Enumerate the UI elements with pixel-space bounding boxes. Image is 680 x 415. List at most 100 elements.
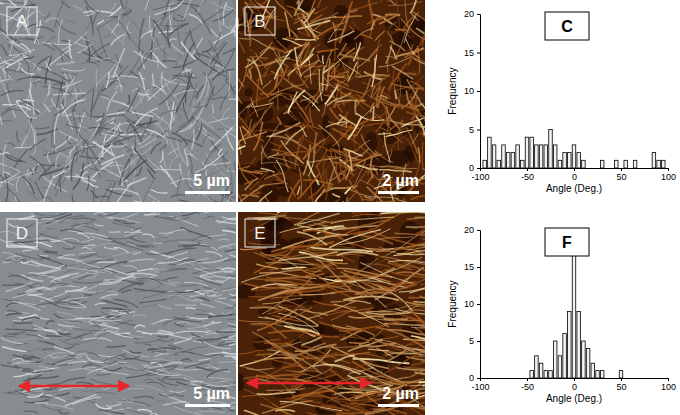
texture-stroke <box>229 126 236 131</box>
texture-stroke <box>133 396 154 398</box>
texture-stroke <box>43 252 64 256</box>
texture-stroke <box>74 354 87 358</box>
texture-stroke <box>182 129 196 150</box>
texture-fiber <box>414 59 425 72</box>
texture-fiber <box>351 148 369 159</box>
texture-stroke <box>178 212 193 213</box>
texture-stroke <box>70 135 95 144</box>
texture-stroke <box>3 299 18 300</box>
texture-stroke <box>50 295 71 302</box>
texture-stroke <box>229 342 236 345</box>
scale-bar <box>378 191 419 194</box>
texture-stroke <box>148 371 180 376</box>
texture-stroke <box>139 72 144 90</box>
texture-stroke <box>54 171 66 178</box>
texture-fiber <box>294 16 307 23</box>
texture-stroke <box>167 252 188 259</box>
texture-stroke <box>222 49 235 72</box>
texture-stroke <box>134 201 155 202</box>
texture-stroke <box>78 351 89 352</box>
texture-stroke <box>35 27 54 32</box>
texture-stroke <box>16 0 35 1</box>
texture-stroke <box>101 311 122 316</box>
texture-stroke <box>229 26 236 37</box>
texture-stroke <box>127 31 147 54</box>
texture-stroke <box>29 163 40 176</box>
texture-stroke <box>103 33 111 37</box>
texture-stroke <box>168 25 170 48</box>
texture-stroke <box>5 103 25 110</box>
texture-stroke <box>204 330 212 332</box>
texture-stroke <box>99 260 116 262</box>
texture-stroke <box>54 314 81 323</box>
texture-fiber <box>370 21 374 30</box>
texture-stroke <box>1 337 23 343</box>
texture-stroke <box>221 328 232 331</box>
texture-stroke <box>207 52 219 64</box>
texture-fiber <box>407 128 417 153</box>
texture-fiber <box>315 132 317 153</box>
texture-stroke <box>117 398 125 400</box>
texture-stroke <box>25 122 30 144</box>
texture-stroke <box>179 295 203 301</box>
texture-hole <box>250 105 274 123</box>
texture-stroke <box>1 365 19 368</box>
texture-stroke <box>21 318 39 321</box>
texture-fiber <box>271 85 304 95</box>
texture-stroke <box>0 231 17 234</box>
texture-stroke <box>59 131 78 140</box>
texture-stroke <box>183 0 194 20</box>
texture-stroke <box>151 190 167 193</box>
texture-stroke <box>65 322 80 323</box>
texture-stroke <box>219 361 236 362</box>
texture-stroke <box>95 328 118 336</box>
texture-stroke <box>115 275 135 278</box>
texture-fiber <box>245 47 270 68</box>
texture-fiber <box>423 168 425 180</box>
texture-stroke <box>118 213 138 220</box>
texture-fiber <box>288 92 297 114</box>
texture-stroke <box>142 332 175 334</box>
texture-stroke <box>170 0 185 10</box>
texture-stroke <box>55 173 64 189</box>
texture-fiber <box>410 97 422 99</box>
texture-fiber <box>375 98 399 108</box>
texture-stroke <box>84 151 101 178</box>
texture-stroke <box>233 379 236 383</box>
texture-stroke <box>128 243 136 245</box>
texture-stroke <box>95 196 109 197</box>
texture-stroke <box>190 106 203 119</box>
texture-stroke <box>229 98 236 100</box>
texture-stroke <box>27 168 29 186</box>
texture-stroke <box>74 218 96 224</box>
texture-stroke <box>0 0 4 4</box>
texture-fiber <box>335 150 339 184</box>
texture-fiber <box>239 163 247 165</box>
texture-stroke <box>199 8 224 25</box>
texture-stroke <box>206 69 221 78</box>
texture-stroke <box>196 154 223 173</box>
texture-stroke <box>196 124 201 140</box>
texture-stroke <box>156 39 167 55</box>
texture-fiber <box>316 166 324 188</box>
texture-stroke <box>106 346 125 347</box>
texture-stroke <box>45 37 55 44</box>
texture-fiber <box>275 0 292 17</box>
texture-fiber <box>339 146 341 178</box>
texture-stroke <box>190 30 200 57</box>
texture-fiber <box>422 103 425 114</box>
texture-stroke <box>73 337 100 344</box>
texture-stroke <box>160 73 178 101</box>
panel-label-box <box>245 7 275 35</box>
texture-fiber <box>261 168 275 172</box>
texture-fiber <box>298 174 319 200</box>
texture-stroke <box>162 240 194 242</box>
texture-stroke <box>125 367 144 370</box>
texture-stroke <box>135 284 164 292</box>
texture-stroke <box>66 124 80 128</box>
texture-stroke <box>212 105 213 114</box>
texture-stroke <box>109 165 124 167</box>
texture-stroke <box>48 296 81 300</box>
texture-fiber <box>392 66 413 79</box>
texture-stroke <box>79 253 97 258</box>
